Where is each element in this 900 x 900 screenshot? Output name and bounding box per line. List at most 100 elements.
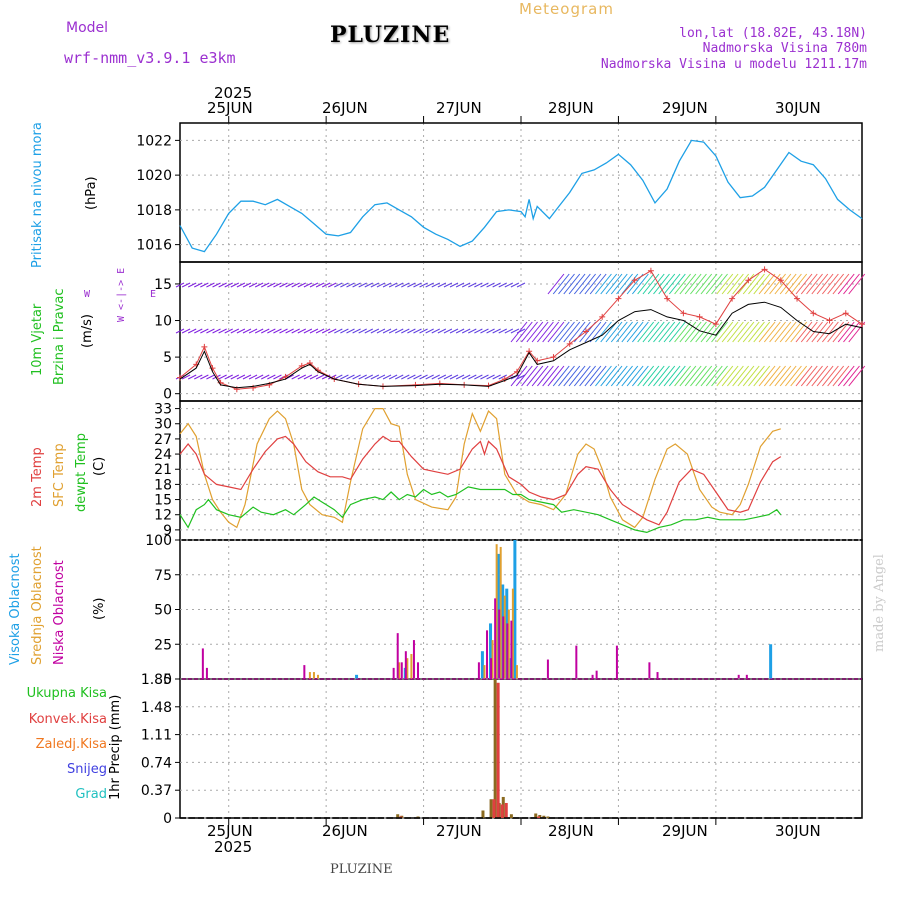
wind-barb bbox=[579, 273, 596, 295]
cloud-bar bbox=[398, 662, 401, 679]
precip-bar bbox=[481, 810, 485, 818]
wind-barb bbox=[437, 282, 447, 288]
wind-barb bbox=[187, 374, 197, 380]
wind-barb bbox=[616, 273, 633, 295]
y-tick-label: 1.48 bbox=[141, 700, 172, 716]
y-tick-label: 10 bbox=[154, 314, 172, 330]
wind-barb bbox=[515, 365, 533, 387]
wind-barb bbox=[364, 282, 373, 288]
wind-barb bbox=[821, 273, 839, 295]
wind-barb bbox=[647, 273, 665, 295]
wind-barb bbox=[498, 374, 507, 380]
wind-barb bbox=[800, 321, 818, 343]
cloud-bar bbox=[515, 665, 518, 679]
wind-barb bbox=[206, 374, 215, 380]
cloud-bar bbox=[506, 623, 509, 679]
wind-barb bbox=[486, 282, 495, 288]
wind-barb bbox=[726, 321, 744, 343]
wind-barb bbox=[785, 321, 802, 343]
wind-barb bbox=[806, 365, 823, 387]
cloud-bar bbox=[510, 620, 513, 679]
wind-barb bbox=[401, 328, 410, 334]
wind-barb bbox=[443, 328, 453, 334]
wind-barb bbox=[206, 328, 215, 334]
wind-barb bbox=[175, 282, 185, 288]
wind-barb bbox=[370, 374, 380, 380]
precip-bar bbox=[493, 679, 497, 818]
wind-barb bbox=[769, 321, 786, 343]
wind-barb bbox=[653, 273, 670, 295]
bottom-day-label: 26JUN bbox=[322, 822, 368, 840]
wind-barb bbox=[480, 374, 489, 380]
wind-barb bbox=[352, 374, 361, 380]
legend-snow: Snijeg bbox=[67, 762, 107, 777]
cloud-bar bbox=[656, 672, 659, 679]
wind-barb bbox=[547, 321, 565, 343]
top-day-label: 28JUN bbox=[548, 99, 594, 117]
wind-barb bbox=[321, 328, 331, 334]
wind-barb bbox=[224, 374, 233, 380]
cloud-bar bbox=[406, 658, 409, 679]
wind-barb bbox=[273, 282, 282, 288]
wind-barb bbox=[837, 273, 855, 295]
wind-barb bbox=[785, 273, 802, 295]
wind-barb bbox=[212, 282, 221, 288]
wind-barb bbox=[376, 282, 386, 288]
wind-barb bbox=[674, 321, 691, 343]
wind-barb bbox=[631, 321, 649, 343]
cloud-bar bbox=[477, 662, 480, 679]
y-tick-label: 0 bbox=[163, 387, 172, 403]
wind-barb bbox=[346, 328, 355, 334]
precip-bar bbox=[492, 799, 496, 818]
wind-barb bbox=[212, 374, 221, 380]
cloud-bar bbox=[575, 645, 578, 679]
wind-barb bbox=[218, 374, 227, 380]
meteogram-label: Meteogram bbox=[519, 0, 614, 18]
wind-barb bbox=[267, 374, 276, 380]
wind-barb bbox=[187, 328, 197, 334]
cloud-bar bbox=[615, 645, 618, 679]
elevation-label: Nadmorska Visina 780m bbox=[702, 41, 867, 56]
wind-barb bbox=[584, 365, 602, 387]
wind-barb bbox=[658, 321, 676, 343]
y-tick-label: 5 bbox=[163, 350, 172, 366]
cloud-bar bbox=[495, 544, 498, 679]
wind-barb bbox=[461, 282, 471, 288]
wind-barb bbox=[742, 321, 760, 343]
wind-barb bbox=[679, 321, 697, 343]
cloud-bar bbox=[392, 667, 395, 679]
wind-barb bbox=[843, 365, 860, 387]
wind-barb bbox=[358, 282, 367, 288]
wind-barb bbox=[621, 365, 639, 387]
wind-barb bbox=[563, 365, 581, 387]
cloud-bar bbox=[737, 674, 740, 679]
wind-barb bbox=[779, 273, 797, 295]
wind-barb bbox=[605, 365, 623, 387]
gust-marker bbox=[859, 321, 865, 328]
wind-barb bbox=[563, 273, 581, 295]
wind-barb bbox=[647, 321, 665, 343]
wind-barb bbox=[455, 374, 465, 380]
cloud-bar bbox=[591, 674, 594, 679]
wind-barb bbox=[742, 365, 760, 387]
precip-bar bbox=[500, 804, 504, 818]
bottom-day-label: 30JUN bbox=[775, 822, 821, 840]
wind-barb bbox=[394, 282, 404, 288]
wind-barb bbox=[531, 321, 549, 343]
wind-barb bbox=[711, 365, 728, 387]
wind-barb bbox=[334, 374, 343, 380]
wind-barb bbox=[261, 328, 270, 334]
wind-barb bbox=[279, 282, 288, 288]
wind-barb bbox=[769, 273, 786, 295]
wind-barb bbox=[758, 321, 776, 343]
wind-barb bbox=[637, 365, 655, 387]
wind-barb bbox=[492, 328, 501, 334]
wind-barb bbox=[827, 273, 845, 295]
precip-bar bbox=[399, 816, 403, 818]
y-tick-label: 100 bbox=[145, 533, 172, 549]
wind-barb bbox=[589, 365, 607, 387]
wind-barb bbox=[795, 273, 813, 295]
wind-barb bbox=[552, 273, 570, 295]
wind-barb bbox=[498, 328, 507, 334]
dewpt-line bbox=[179, 486, 782, 534]
